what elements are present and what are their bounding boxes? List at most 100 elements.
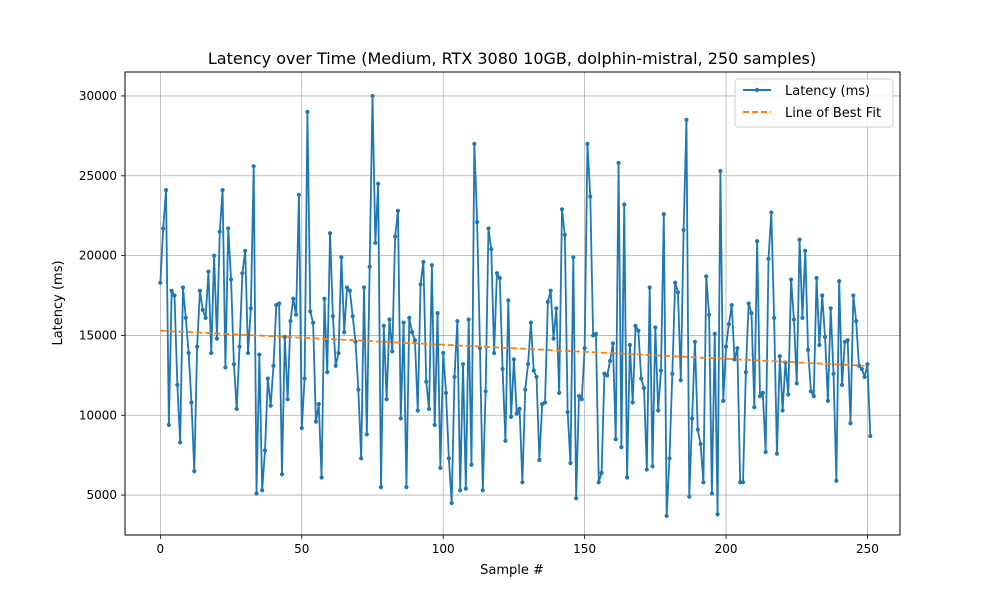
latency-point [534,374,539,380]
legend-label-best-fit: Line of Best Fit [785,106,881,121]
latency-point [333,363,338,368]
latency-point [178,440,183,445]
latency-point [492,350,497,356]
latency-point [624,475,630,480]
latency-point [443,390,449,396]
latency-point [695,427,700,432]
latency-point [641,386,647,391]
latency-point [709,491,715,496]
plot-area [158,93,873,518]
y-axis-title: Latency (ms) [51,260,66,345]
latency-point [339,255,344,260]
latency-point [559,207,565,212]
latency-point [327,231,333,236]
latency-point [613,437,618,442]
latency-point [622,202,627,207]
latency-point [525,362,531,367]
latency-point [291,296,296,301]
x-tick-label: 150 [573,542,596,556]
latency-point [735,346,740,351]
latency-point [370,93,375,99]
latency-point [704,274,709,279]
latency-point [726,322,731,327]
latency-point [678,378,683,383]
latency-point [260,488,265,493]
latency-point [299,425,304,431]
latency-point [483,389,488,394]
latency-point [506,298,511,303]
latency-point [511,357,517,362]
latency-point [356,387,361,392]
latency-point [390,349,395,354]
latency-point [409,330,415,335]
latency-point [463,486,468,491]
latency-point [305,109,310,115]
latency-point [195,344,200,349]
latency-point [664,513,669,518]
latency-point [523,387,528,392]
latency-point [407,315,412,320]
latency-point [449,500,454,506]
latency-point [161,226,166,231]
latency-point [633,323,638,328]
latency-point [435,310,440,316]
latency-point [574,496,579,501]
latency-point [661,211,666,217]
latency-point [302,376,307,381]
latency-point [520,480,525,485]
latency-point [653,325,658,330]
latency-point [774,451,780,456]
latency-point [469,462,474,467]
latency-point [791,317,797,322]
latency-point [158,280,163,285]
latency-point [721,398,726,403]
latency-point [398,416,403,421]
latency-point [350,314,355,319]
x-tick-label: 100 [432,542,455,556]
latency-point [596,480,601,485]
latency-point [562,232,567,237]
latency-point [828,306,833,311]
latency-point [322,296,327,301]
latency-point [687,494,692,499]
latency-point [265,376,270,381]
latency-point [690,416,695,421]
latency-point [285,397,290,402]
latency-point [766,256,771,261]
latency-point [786,392,791,397]
latency-point [262,448,268,453]
latency-point [217,229,222,234]
latency-point [325,370,330,375]
legend-label-latency: Latency (ms) [785,84,870,99]
latency-point [537,457,542,463]
latency-point [412,338,418,343]
latency-point [175,382,180,388]
latency-point [868,433,873,439]
latency-point [455,318,460,324]
latency-point [384,397,389,402]
latency-point [294,312,299,317]
latency-point [579,397,584,402]
latency-point [588,194,593,199]
latency-point [206,269,211,274]
latency-point [288,318,293,324]
latency-point [401,320,406,325]
latency-point [701,480,706,485]
latency-point [610,341,616,346]
latency-point [667,456,672,461]
latency-point [475,219,480,225]
latency-point [684,117,689,122]
latency-point [692,339,698,344]
latency-point [551,336,556,341]
latency-point [214,336,220,341]
latency-point [593,331,599,336]
latency-point [344,285,350,290]
latency-point [800,315,805,320]
latency-point [257,352,262,357]
latency-point [228,277,234,282]
latency-point [607,358,613,364]
latency-point [381,323,386,328]
latency-point [438,465,443,471]
legend-box [734,78,894,128]
latency-point [658,368,664,373]
